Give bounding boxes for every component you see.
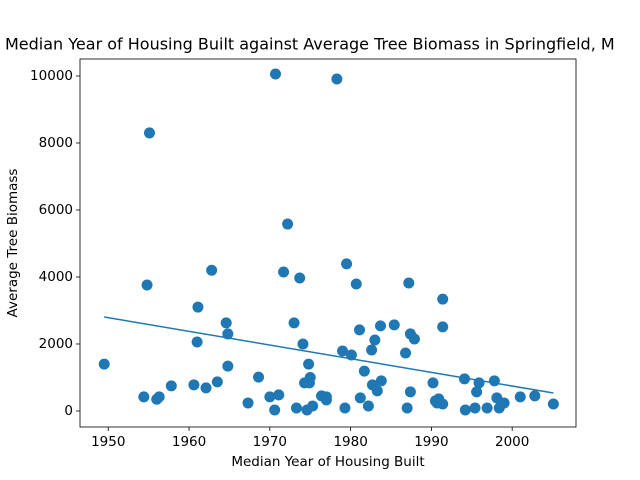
scatter-point <box>288 317 300 329</box>
y-axis-label: Average Tree Biomass <box>5 169 21 318</box>
scatter-point <box>362 400 374 412</box>
y-tick-label: 6000 <box>39 202 73 218</box>
scatter-point <box>278 266 290 278</box>
scatter-point <box>401 402 413 414</box>
scatter-point <box>459 373 471 385</box>
scatter-point <box>388 319 400 331</box>
scatter-point <box>547 398 559 410</box>
scatter-point <box>350 278 362 290</box>
scatter-point <box>222 360 234 372</box>
scatter-point <box>290 402 302 414</box>
scatter-point <box>400 347 412 359</box>
scatter-point <box>473 377 485 389</box>
scatter-point <box>437 293 449 305</box>
x-tick-label: 1980 <box>333 434 367 450</box>
scatter-point <box>303 358 315 370</box>
scatter-point <box>366 344 378 356</box>
scatter-point <box>354 392 366 404</box>
y-tick-label: 4000 <box>39 269 73 285</box>
scatter-point <box>264 391 276 403</box>
x-axis-label: Median Year of Housing Built <box>231 454 424 470</box>
scatter-point <box>206 264 218 276</box>
scatter-point <box>253 371 265 383</box>
scatter-point <box>408 333 420 345</box>
scatter-point <box>427 377 439 389</box>
scatter-point <box>192 301 204 313</box>
scatter-point <box>273 389 285 401</box>
scatter-point <box>282 218 294 230</box>
scatter-point <box>141 279 153 291</box>
scatter-point <box>220 317 232 329</box>
scatter-point <box>469 402 481 414</box>
x-tick-label: 1990 <box>414 434 448 450</box>
scatter-point <box>269 68 281 80</box>
y-tick-label: 2000 <box>39 336 73 352</box>
scatter-point <box>165 380 177 392</box>
x-tick-label: 1970 <box>253 434 287 450</box>
x-tick-label: 2000 <box>495 434 529 450</box>
scatter-point <box>488 375 500 387</box>
y-tick-label: 8000 <box>39 135 73 151</box>
x-tick-label: 1960 <box>172 434 206 450</box>
scatter-point <box>371 385 383 397</box>
scatter-point <box>242 397 254 409</box>
chart-title: Median Year of Housing Built against Ave… <box>5 35 615 54</box>
scatter-point <box>481 402 493 414</box>
x-tick-label: 1950 <box>91 434 125 450</box>
scatter-point <box>153 391 165 403</box>
scatter-point <box>529 390 541 402</box>
scatter-point <box>307 400 319 412</box>
scatter-point <box>98 358 110 370</box>
y-tick-label: 0 <box>64 403 73 419</box>
scatter-point <box>138 391 150 403</box>
scatter-point <box>403 277 415 289</box>
scatter-point <box>437 398 449 410</box>
scatter-point <box>471 386 483 398</box>
scatter-point <box>339 402 351 414</box>
scatter-point <box>498 397 510 409</box>
scatter-point <box>211 376 223 388</box>
scatter-point <box>320 391 332 403</box>
scatter-point <box>358 365 370 377</box>
scatter-point <box>191 336 203 348</box>
scatter-point <box>375 320 387 332</box>
scatter-point <box>369 334 381 346</box>
scatter-point <box>459 404 471 416</box>
scatter-point <box>341 258 353 270</box>
scatter-point <box>143 127 155 139</box>
scatter-point <box>337 345 349 357</box>
trend-line <box>104 316 554 394</box>
plot-frame <box>79 58 577 428</box>
scatter-point <box>331 73 343 85</box>
scatter-point <box>404 386 416 398</box>
scatter-point <box>200 382 212 394</box>
scatter-point <box>354 324 366 336</box>
scatter-point <box>269 404 281 416</box>
scatter-point <box>294 272 306 284</box>
scatter-point <box>297 338 309 350</box>
scatter-point <box>437 321 449 333</box>
y-tick-label: 10000 <box>30 68 73 84</box>
scatter-point <box>514 391 526 403</box>
scatter-point <box>375 375 387 387</box>
scatter-point <box>188 379 200 391</box>
scatter-point <box>304 371 316 383</box>
